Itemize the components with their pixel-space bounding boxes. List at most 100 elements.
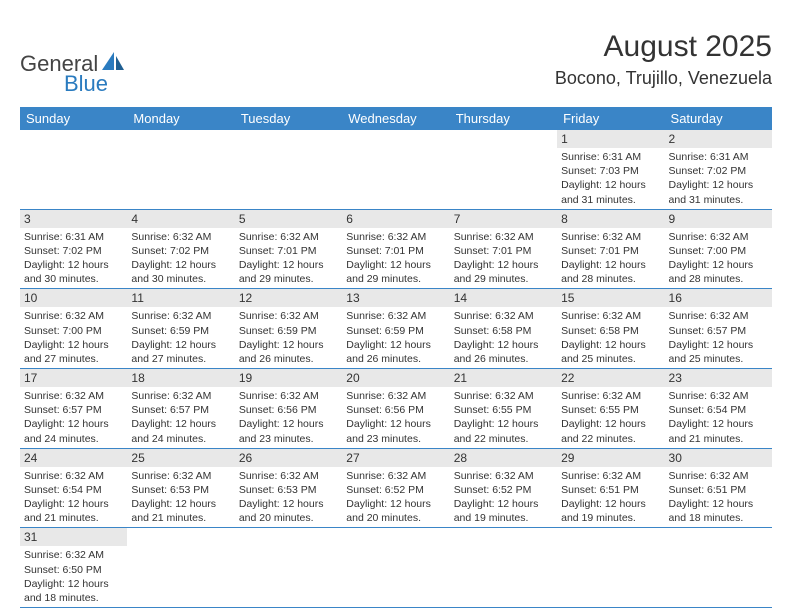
- day-number: 12: [235, 289, 342, 307]
- day-data: Sunrise: 6:32 AMSunset: 7:01 PMDaylight:…: [557, 228, 664, 289]
- calendar-day-cell: 30Sunrise: 6:32 AMSunset: 6:51 PMDayligh…: [665, 448, 772, 528]
- day-number: 3: [20, 210, 127, 228]
- calendar-day-cell: 28Sunrise: 6:32 AMSunset: 6:52 PMDayligh…: [450, 448, 557, 528]
- calendar-day-cell: 16Sunrise: 6:32 AMSunset: 6:57 PMDayligh…: [665, 289, 772, 369]
- calendar-body: 1Sunrise: 6:31 AMSunset: 7:03 PMDaylight…: [20, 130, 772, 608]
- calendar-day-cell: 12Sunrise: 6:32 AMSunset: 6:59 PMDayligh…: [235, 289, 342, 369]
- calendar-day-cell: [235, 528, 342, 608]
- logo: General: [20, 30, 128, 77]
- logo-part2: Blue: [64, 71, 108, 96]
- calendar-week-row: 31Sunrise: 6:32 AMSunset: 6:50 PMDayligh…: [20, 528, 772, 608]
- calendar-day-cell: [342, 130, 449, 209]
- day-number: 28: [450, 449, 557, 467]
- calendar-day-cell: 23Sunrise: 6:32 AMSunset: 6:54 PMDayligh…: [665, 369, 772, 449]
- day-data: Sunrise: 6:32 AMSunset: 6:55 PMDaylight:…: [557, 387, 664, 448]
- day-data: Sunrise: 6:32 AMSunset: 6:51 PMDaylight:…: [665, 467, 772, 528]
- calendar-day-cell: 20Sunrise: 6:32 AMSunset: 6:56 PMDayligh…: [342, 369, 449, 449]
- day-number: 13: [342, 289, 449, 307]
- calendar-day-cell: 26Sunrise: 6:32 AMSunset: 6:53 PMDayligh…: [235, 448, 342, 528]
- day-number: 11: [127, 289, 234, 307]
- calendar-day-cell: 13Sunrise: 6:32 AMSunset: 6:59 PMDayligh…: [342, 289, 449, 369]
- calendar-day-cell: 7Sunrise: 6:32 AMSunset: 7:01 PMDaylight…: [450, 209, 557, 289]
- day-number: 5: [235, 210, 342, 228]
- calendar-day-cell: 22Sunrise: 6:32 AMSunset: 6:55 PMDayligh…: [557, 369, 664, 449]
- calendar-day-cell: 18Sunrise: 6:32 AMSunset: 6:57 PMDayligh…: [127, 369, 234, 449]
- calendar-day-cell: [557, 528, 664, 608]
- day-data: Sunrise: 6:32 AMSunset: 6:54 PMDaylight:…: [20, 467, 127, 528]
- calendar-day-cell: [342, 528, 449, 608]
- day-data: Sunrise: 6:32 AMSunset: 6:50 PMDaylight:…: [20, 546, 127, 607]
- day-data: Sunrise: 6:32 AMSunset: 6:52 PMDaylight:…: [450, 467, 557, 528]
- calendar-week-row: 17Sunrise: 6:32 AMSunset: 6:57 PMDayligh…: [20, 369, 772, 449]
- day-data: Sunrise: 6:32 AMSunset: 6:59 PMDaylight:…: [342, 307, 449, 368]
- calendar-week-row: 1Sunrise: 6:31 AMSunset: 7:03 PMDaylight…: [20, 130, 772, 209]
- day-number: 16: [665, 289, 772, 307]
- calendar-week-row: 10Sunrise: 6:32 AMSunset: 7:00 PMDayligh…: [20, 289, 772, 369]
- calendar-day-cell: 1Sunrise: 6:31 AMSunset: 7:03 PMDaylight…: [557, 130, 664, 209]
- day-data: Sunrise: 6:32 AMSunset: 6:59 PMDaylight:…: [235, 307, 342, 368]
- calendar-day-cell: 8Sunrise: 6:32 AMSunset: 7:01 PMDaylight…: [557, 209, 664, 289]
- day-number: 2: [665, 130, 772, 148]
- day-data: Sunrise: 6:32 AMSunset: 7:01 PMDaylight:…: [235, 228, 342, 289]
- calendar-table: Sunday Monday Tuesday Wednesday Thursday…: [20, 107, 772, 608]
- day-data: Sunrise: 6:32 AMSunset: 7:01 PMDaylight:…: [342, 228, 449, 289]
- day-number: 21: [450, 369, 557, 387]
- calendar-day-cell: [127, 528, 234, 608]
- calendar-day-cell: 25Sunrise: 6:32 AMSunset: 6:53 PMDayligh…: [127, 448, 234, 528]
- day-number: 23: [665, 369, 772, 387]
- day-data: Sunrise: 6:32 AMSunset: 7:00 PMDaylight:…: [20, 307, 127, 368]
- day-number: 8: [557, 210, 664, 228]
- calendar-day-cell: 14Sunrise: 6:32 AMSunset: 6:58 PMDayligh…: [450, 289, 557, 369]
- calendar-day-cell: [235, 130, 342, 209]
- calendar-day-cell: [450, 130, 557, 209]
- calendar-day-cell: 5Sunrise: 6:32 AMSunset: 7:01 PMDaylight…: [235, 209, 342, 289]
- day-data: Sunrise: 6:32 AMSunset: 6:56 PMDaylight:…: [235, 387, 342, 448]
- weekday-header: Wednesday: [342, 107, 449, 130]
- calendar-week-row: 3Sunrise: 6:31 AMSunset: 7:02 PMDaylight…: [20, 209, 772, 289]
- day-data: Sunrise: 6:32 AMSunset: 6:57 PMDaylight:…: [20, 387, 127, 448]
- day-number: 25: [127, 449, 234, 467]
- day-number: 27: [342, 449, 449, 467]
- day-number: 6: [342, 210, 449, 228]
- calendar-day-cell: [665, 528, 772, 608]
- day-number: 9: [665, 210, 772, 228]
- calendar-day-cell: 15Sunrise: 6:32 AMSunset: 6:58 PMDayligh…: [557, 289, 664, 369]
- calendar-day-cell: 2Sunrise: 6:31 AMSunset: 7:02 PMDaylight…: [665, 130, 772, 209]
- calendar-day-cell: 3Sunrise: 6:31 AMSunset: 7:02 PMDaylight…: [20, 209, 127, 289]
- day-data: Sunrise: 6:32 AMSunset: 6:58 PMDaylight:…: [557, 307, 664, 368]
- day-number: 17: [20, 369, 127, 387]
- day-number: 20: [342, 369, 449, 387]
- day-data: Sunrise: 6:31 AMSunset: 7:02 PMDaylight:…: [20, 228, 127, 289]
- day-data: Sunrise: 6:32 AMSunset: 7:01 PMDaylight:…: [450, 228, 557, 289]
- calendar-day-cell: 19Sunrise: 6:32 AMSunset: 6:56 PMDayligh…: [235, 369, 342, 449]
- calendar-day-cell: 21Sunrise: 6:32 AMSunset: 6:55 PMDayligh…: [450, 369, 557, 449]
- month-title: August 2025: [555, 30, 772, 64]
- day-number: 29: [557, 449, 664, 467]
- day-data: Sunrise: 6:32 AMSunset: 7:02 PMDaylight:…: [127, 228, 234, 289]
- day-number: 24: [20, 449, 127, 467]
- calendar-week-row: 24Sunrise: 6:32 AMSunset: 6:54 PMDayligh…: [20, 448, 772, 528]
- weekday-header: Tuesday: [235, 107, 342, 130]
- day-data: Sunrise: 6:31 AMSunset: 7:02 PMDaylight:…: [665, 148, 772, 209]
- calendar-day-cell: 4Sunrise: 6:32 AMSunset: 7:02 PMDaylight…: [127, 209, 234, 289]
- calendar-day-cell: [450, 528, 557, 608]
- weekday-header: Sunday: [20, 107, 127, 130]
- calendar-day-cell: 11Sunrise: 6:32 AMSunset: 6:59 PMDayligh…: [127, 289, 234, 369]
- day-number: 19: [235, 369, 342, 387]
- calendar-day-cell: 6Sunrise: 6:32 AMSunset: 7:01 PMDaylight…: [342, 209, 449, 289]
- day-number: 22: [557, 369, 664, 387]
- weekday-header: Monday: [127, 107, 234, 130]
- day-data: Sunrise: 6:32 AMSunset: 6:59 PMDaylight:…: [127, 307, 234, 368]
- day-data: Sunrise: 6:32 AMSunset: 6:56 PMDaylight:…: [342, 387, 449, 448]
- day-data: Sunrise: 6:32 AMSunset: 6:53 PMDaylight:…: [235, 467, 342, 528]
- day-data: Sunrise: 6:32 AMSunset: 6:57 PMDaylight:…: [665, 307, 772, 368]
- day-data: Sunrise: 6:32 AMSunset: 6:57 PMDaylight:…: [127, 387, 234, 448]
- day-number: 26: [235, 449, 342, 467]
- calendar-day-cell: 27Sunrise: 6:32 AMSunset: 6:52 PMDayligh…: [342, 448, 449, 528]
- weekday-header-row: Sunday Monday Tuesday Wednesday Thursday…: [20, 107, 772, 130]
- day-number: 4: [127, 210, 234, 228]
- day-data: Sunrise: 6:32 AMSunset: 6:52 PMDaylight:…: [342, 467, 449, 528]
- day-number: 18: [127, 369, 234, 387]
- logo-part2-wrap: Blue: [64, 71, 792, 97]
- calendar-day-cell: 10Sunrise: 6:32 AMSunset: 7:00 PMDayligh…: [20, 289, 127, 369]
